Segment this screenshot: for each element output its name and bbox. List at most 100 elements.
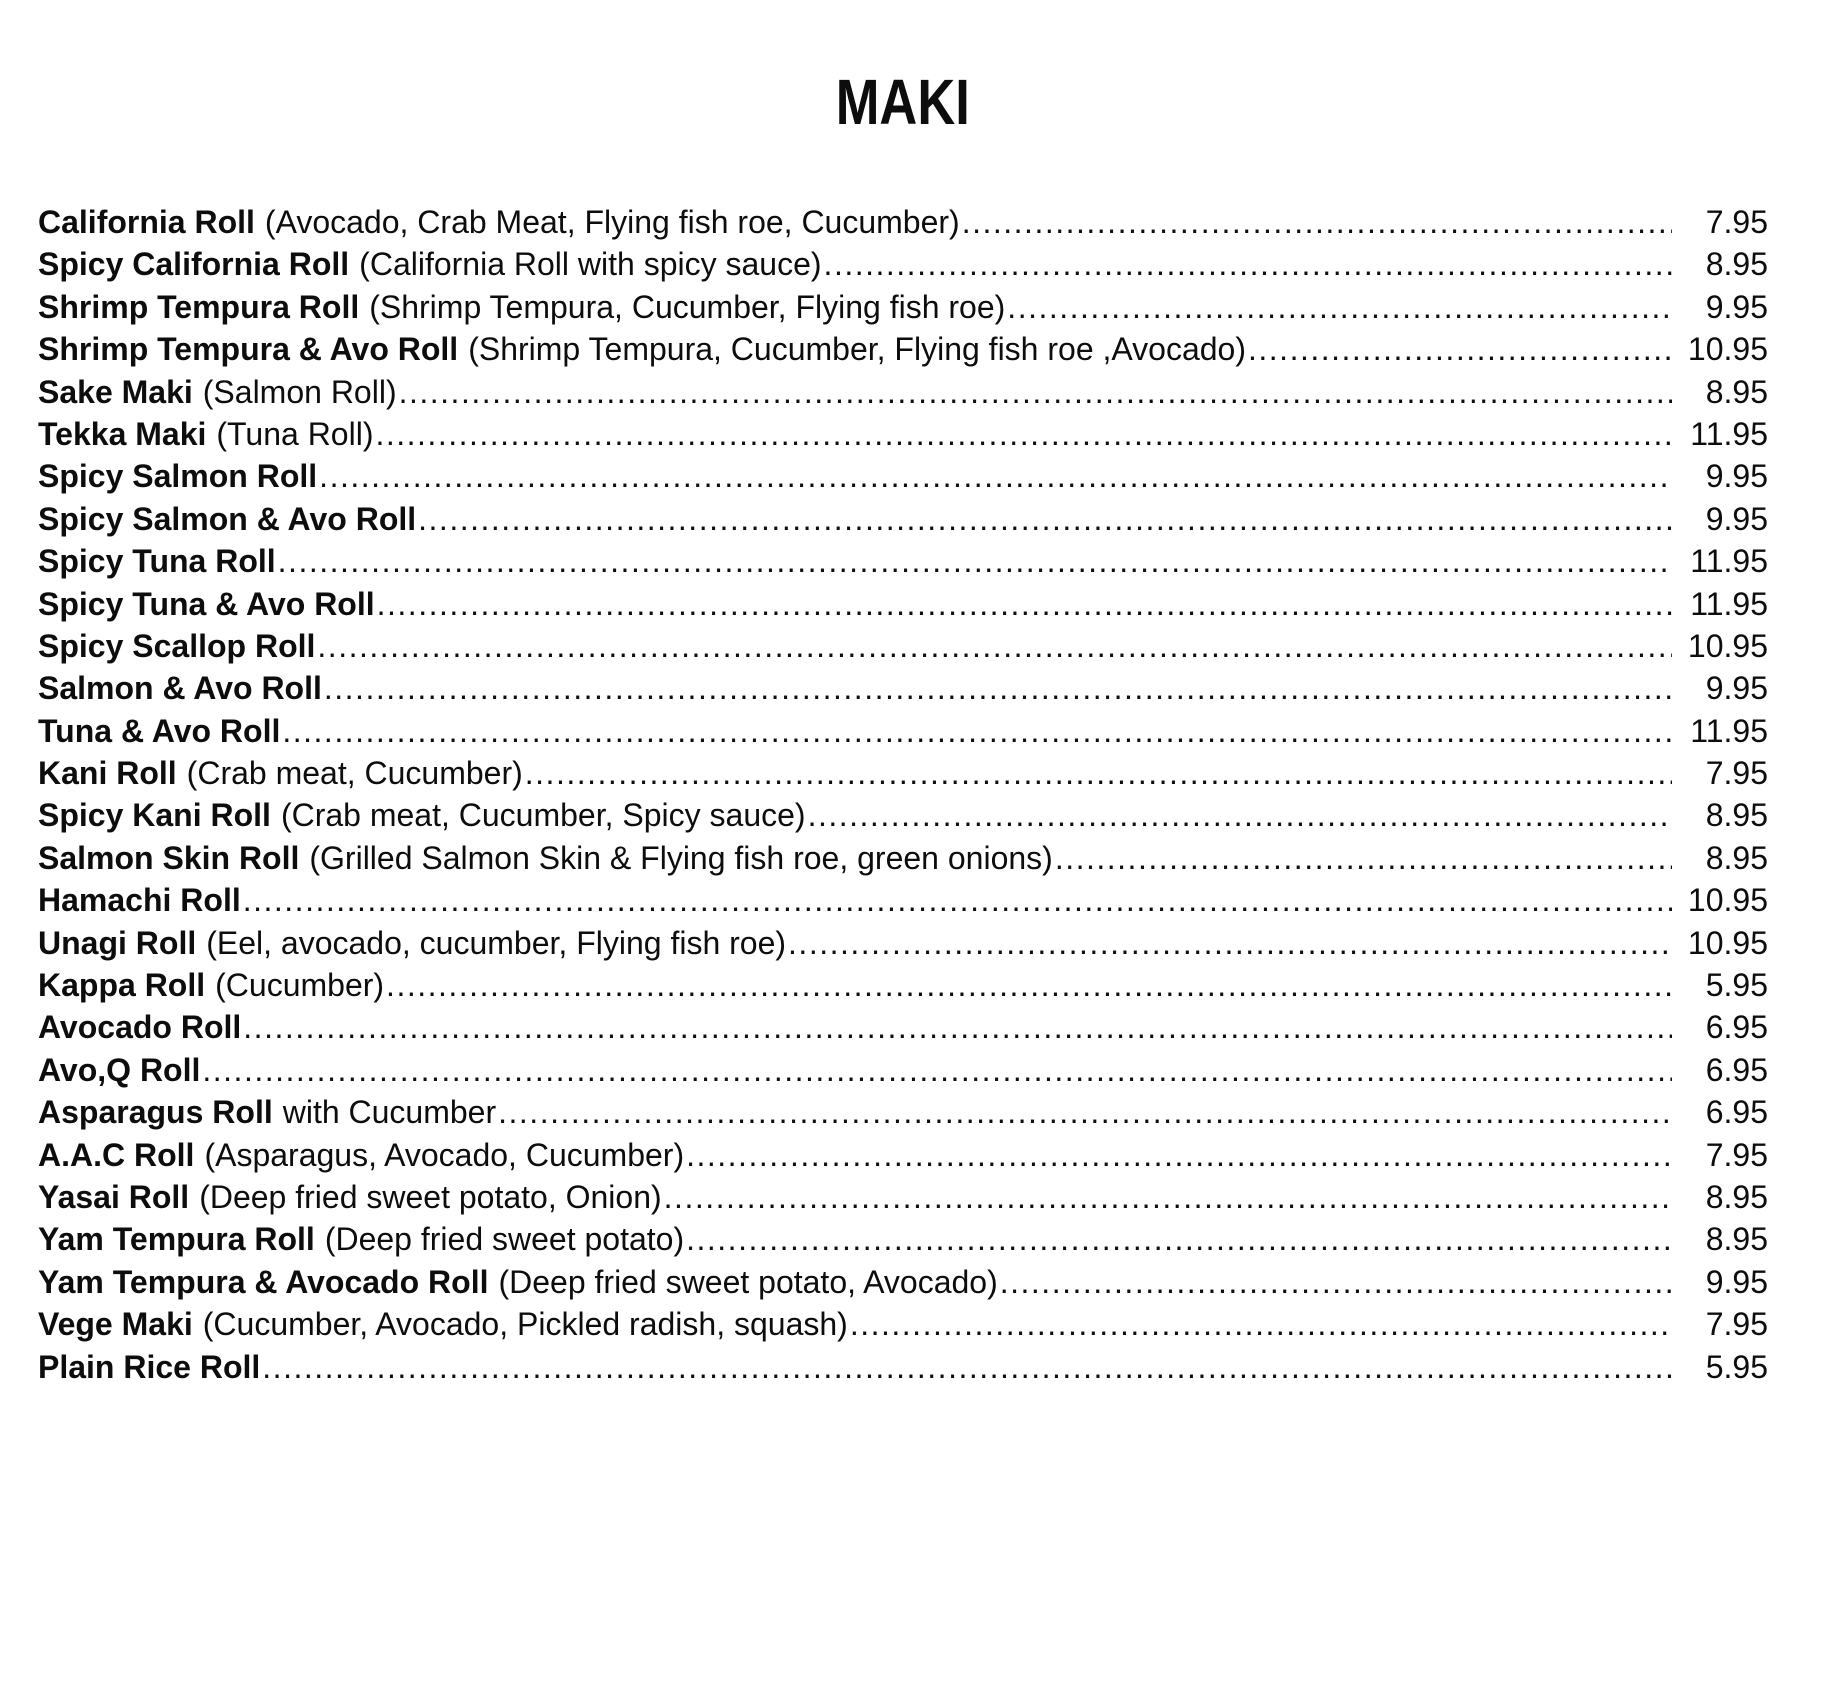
menu-item-row: A.A.C Roll (Asparagus, Avocado, Cucumber… bbox=[38, 1137, 1768, 1179]
item-name: Salmon Skin Roll bbox=[38, 839, 300, 876]
dotted-leader bbox=[686, 1137, 1672, 1174]
item-name: Shrimp Tempura Roll bbox=[38, 288, 360, 325]
item-description: with Cucumber bbox=[282, 1094, 497, 1131]
item-name: Spicy Salmon & Avo Roll bbox=[38, 500, 417, 537]
item-description: (Deep fried sweet potato) bbox=[324, 1221, 685, 1258]
menu-item-row: Tuna & Avo Roll 11.95 bbox=[38, 713, 1768, 755]
dotted-leader bbox=[243, 882, 1672, 919]
menu-item-row: Asparagus Roll with Cucumber 6.95 bbox=[38, 1094, 1768, 1136]
item-price: 9.95 bbox=[1705, 458, 1768, 495]
item-name: Shrimp Tempura & Avo Roll bbox=[38, 331, 459, 368]
menu-item-row: Spicy Tuna Roll 11.95 bbox=[38, 543, 1768, 585]
menu-item-row: Unagi Roll (Eel, avocado, cucumber, Flyi… bbox=[38, 925, 1768, 967]
menu-item-row: Spicy Tuna & Avo Roll 11.95 bbox=[38, 586, 1768, 628]
item-price: 8.95 bbox=[1705, 797, 1768, 834]
item-name: Spicy Kani Roll bbox=[38, 797, 271, 834]
item-description: (Shrimp Tempura, Cucumber, Flying fish r… bbox=[369, 288, 1006, 325]
dotted-leader bbox=[399, 374, 1672, 411]
item-description: (Crab meat, Cucumber, Spicy sauce) bbox=[280, 797, 806, 834]
item-price: 8.95 bbox=[1705, 839, 1768, 876]
menu-item-row: Salmon Skin Roll (Grilled Salmon Skin & … bbox=[38, 840, 1768, 882]
item-price: 7.95 bbox=[1705, 755, 1768, 792]
dotted-leader bbox=[824, 246, 1672, 283]
item-price: 6.95 bbox=[1705, 1051, 1768, 1088]
item-description: (Crab meat, Cucumber) bbox=[186, 755, 523, 792]
page-title-text: MAKI bbox=[835, 66, 971, 138]
dotted-leader bbox=[962, 204, 1672, 241]
item-description: (Avocado, Crab Meat, Flying fish roe, Cu… bbox=[264, 204, 960, 240]
menu-item-row: Salmon & Avo Roll 9.95 bbox=[38, 670, 1768, 712]
dotted-leader bbox=[377, 586, 1672, 623]
item-description: (Eel, avocado, cucumber, Flying fish roe… bbox=[206, 924, 787, 961]
menu-item-row: Sake Maki (Salmon Roll) 8.95 bbox=[38, 374, 1768, 416]
menu-item-row: Yasai Roll (Deep fried sweet potato, Oni… bbox=[38, 1179, 1768, 1221]
item-price: 7.95 bbox=[1705, 204, 1768, 240]
item-description: (Deep fried sweet potato, Onion) bbox=[199, 1178, 662, 1215]
item-price: 9.95 bbox=[1705, 288, 1768, 325]
item-name: Yam Tempura Roll bbox=[38, 1221, 315, 1258]
item-name: California Roll bbox=[38, 204, 255, 240]
dotted-leader bbox=[1248, 331, 1672, 368]
menu-item-row: Vege Maki (Cucumber, Avocado, Pickled ra… bbox=[38, 1306, 1768, 1348]
item-price: 7.95 bbox=[1705, 1136, 1768, 1173]
menu-item-row: Spicy Salmon & Avo Roll 9.95 bbox=[38, 501, 1768, 543]
item-price: 9.95 bbox=[1705, 1263, 1768, 1300]
menu-item-row: Yam Tempura & Avocado Roll (Deep fried s… bbox=[38, 1264, 1768, 1306]
item-name: Tekka Maki bbox=[38, 415, 207, 452]
dotted-leader bbox=[282, 713, 1672, 750]
menu-item-row: Shrimp Tempura Roll (Shrimp Tempura, Cuc… bbox=[38, 289, 1768, 331]
item-name: Spicy Tuna & Avo Roll bbox=[38, 585, 375, 622]
item-description: (Grilled Salmon Skin & Flying fish roe, … bbox=[309, 839, 1053, 876]
menu-item-row: Kani Roll (Crab meat, Cucumber) 7.95 bbox=[38, 755, 1768, 797]
dotted-leader bbox=[375, 416, 1672, 453]
item-price: 11.95 bbox=[1690, 543, 1768, 580]
menu-item-row: Plain Rice Roll 5.95 bbox=[38, 1349, 1768, 1391]
item-description: (Cucumber, Avocado, Pickled radish, squa… bbox=[202, 1306, 848, 1343]
dotted-leader bbox=[324, 670, 1672, 707]
page-title: MAKI bbox=[38, 70, 1768, 134]
item-name: Asparagus Roll bbox=[38, 1094, 273, 1131]
item-price: 7.95 bbox=[1705, 1306, 1768, 1343]
dotted-leader bbox=[262, 1349, 1672, 1386]
menu-item-row: Shrimp Tempura & Avo Roll (Shrimp Tempur… bbox=[38, 331, 1768, 373]
menu-item-row: Spicy Salmon Roll 9.95 bbox=[38, 458, 1768, 500]
item-name: Kani Roll bbox=[38, 755, 177, 792]
item-price: 9.95 bbox=[1705, 670, 1768, 707]
item-price: 8.95 bbox=[1705, 1221, 1768, 1258]
item-name: Yasai Roll bbox=[38, 1178, 190, 1215]
item-price: 6.95 bbox=[1705, 1094, 1768, 1131]
item-name: Sake Maki bbox=[38, 373, 193, 410]
item-price: 11.95 bbox=[1690, 712, 1768, 749]
item-price: 10.95 bbox=[1687, 627, 1768, 664]
dotted-leader bbox=[317, 628, 1672, 665]
dotted-leader bbox=[808, 797, 1672, 834]
item-description: (Shrimp Tempura, Cucumber, Flying fish r… bbox=[468, 331, 1246, 368]
dotted-leader bbox=[664, 1179, 1672, 1216]
menu-item-row: Avo,Q Roll 6.95 bbox=[38, 1052, 1768, 1094]
item-description: (Salmon Roll) bbox=[202, 373, 397, 410]
item-name: Avo,Q Roll bbox=[38, 1051, 201, 1088]
dotted-leader bbox=[1055, 840, 1672, 877]
item-description: (Deep fried sweet potato, Avocado) bbox=[498, 1263, 998, 1300]
menu-item-row: Hamachi Roll 10.95 bbox=[38, 882, 1768, 924]
item-name: Spicy Scallop Roll bbox=[38, 627, 316, 664]
item-name: Spicy Tuna Roll bbox=[38, 543, 276, 580]
item-description: (Cucumber) bbox=[215, 967, 385, 1004]
item-name: A.A.C Roll bbox=[38, 1136, 195, 1173]
dotted-leader bbox=[243, 1009, 1672, 1046]
item-name: Yam Tempura & Avocado Roll bbox=[38, 1263, 489, 1300]
item-price: 5.95 bbox=[1705, 1348, 1768, 1385]
item-price: 8.95 bbox=[1705, 1178, 1768, 1215]
item-price: 10.95 bbox=[1687, 924, 1768, 961]
item-price: 10.95 bbox=[1687, 882, 1768, 919]
menu-item-row: Avocado Roll 6.95 bbox=[38, 1009, 1768, 1051]
dotted-leader bbox=[1007, 289, 1672, 326]
menu-item-row: Spicy Kani Roll (Crab meat, Cucumber, Sp… bbox=[38, 797, 1768, 839]
menu-item-row: Spicy Scallop Roll 10.95 bbox=[38, 628, 1768, 670]
item-price: 11.95 bbox=[1690, 585, 1768, 622]
dotted-leader bbox=[1000, 1264, 1672, 1301]
item-name: Tuna & Avo Roll bbox=[38, 712, 281, 749]
menu-item-row: Tekka Maki (Tuna Roll) 11.95 bbox=[38, 416, 1768, 458]
menu-item-row: California Roll (Avocado, Crab Meat, Fly… bbox=[38, 204, 1768, 246]
